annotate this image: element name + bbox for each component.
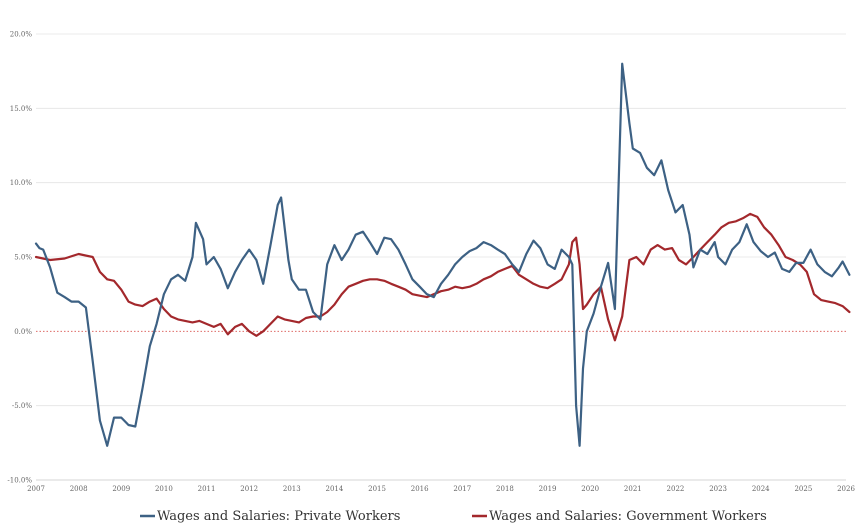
legend-label-private: Wages and Salaries: Private Workers: [157, 509, 400, 524]
legend: Wages and Salaries: Private Workers Wage…: [140, 509, 767, 524]
y-tick-label: -5.0%: [12, 402, 32, 410]
x-tick-label: 2007: [27, 485, 45, 493]
x-tick-label: 2025: [794, 485, 812, 493]
x-tick-label: 2015: [368, 485, 386, 493]
series-line-government: [34, 212, 851, 342]
y-tick-label: 5.0%: [14, 254, 32, 262]
x-tick-label: 2011: [198, 485, 216, 493]
x-tick-label: 2019: [539, 485, 557, 493]
x-tick-label: 2008: [70, 485, 88, 493]
series-line-private: [34, 62, 851, 447]
x-tick-label: 2017: [453, 485, 471, 493]
legend-item-private: Wages and Salaries: Private Workers: [140, 509, 400, 524]
x-tick-label: 2012: [240, 485, 258, 493]
x-tick-label: 2022: [667, 485, 685, 493]
y-tick-label: -10.0%: [7, 477, 32, 485]
y-axis-ticks: 20.0% 15.0% 10.0% 5.0% 0.0% -5.0% -10.0%: [7, 31, 32, 485]
legend-label-government: Wages and Salaries: Government Workers: [489, 509, 767, 524]
x-axis-ticks: 2007 2008 2009 2010 2011 2012 2013 2014 2015 2016…: [27, 485, 855, 493]
x-tick-label: 2024: [752, 485, 770, 493]
x-tick-label: 2018: [496, 485, 514, 493]
x-tick-label: 2009: [112, 485, 130, 493]
grid-lines: [36, 33, 846, 481]
y-tick-label: 0.0%: [14, 328, 32, 336]
legend-item-government: Wages and Salaries: Government Workers: [472, 509, 767, 524]
x-tick-label: 2021: [624, 485, 642, 493]
y-tick-label: 10.0%: [10, 179, 33, 187]
x-tick-label: 2010: [155, 485, 173, 493]
x-tick-label: 2023: [709, 485, 727, 493]
series-lines: [34, 62, 851, 447]
x-tick-label: 2016: [411, 485, 429, 493]
x-tick-label: 2014: [326, 485, 344, 493]
x-tick-label: 2026: [837, 485, 855, 493]
x-tick-label: 2013: [283, 485, 301, 493]
y-tick-label: 15.0%: [10, 105, 33, 113]
x-tick-label: 2020: [581, 485, 599, 493]
y-tick-label: 20.0%: [10, 31, 33, 39]
